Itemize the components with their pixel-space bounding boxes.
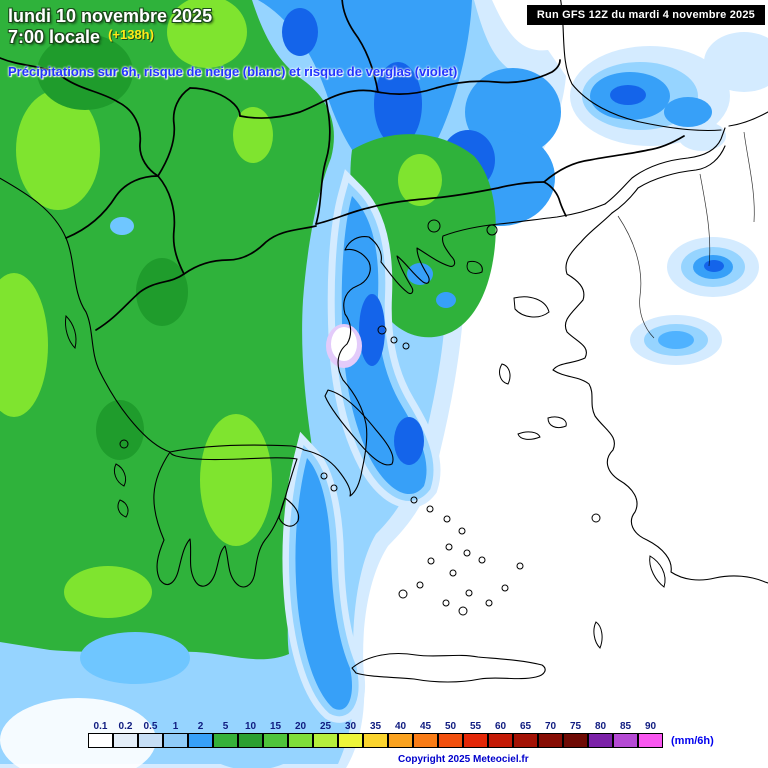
- legend-stop: 50: [437, 721, 463, 748]
- run-info: Run GFS 12Z du mardi 4 novembre 2025: [526, 5, 765, 25]
- legend-stop-color: [412, 733, 438, 748]
- islands: [65, 219, 666, 649]
- forecast-time-row: 7:00 locale (+138h): [8, 27, 457, 48]
- legend-stop-value: 70: [544, 721, 557, 732]
- legend-stop-color: [237, 733, 263, 748]
- legend-stop: 1: [162, 721, 188, 748]
- legend-stop-color: [612, 733, 638, 748]
- legend-stop-value: 10: [244, 721, 257, 732]
- legend-stop: 10: [237, 721, 263, 748]
- legend-stop: 55: [462, 721, 488, 748]
- legend-stop: 60: [487, 721, 513, 748]
- legend-stop-color: [262, 733, 288, 748]
- legend-stop-color: [637, 733, 663, 748]
- legend-stop-color: [437, 733, 463, 748]
- legend-stop-value: 45: [419, 721, 432, 732]
- legend-stop-value: 50: [444, 721, 457, 732]
- legend-stop-value: 0.2: [118, 721, 133, 732]
- legend-stop-value: 1: [172, 721, 179, 732]
- legend-stop-value: 85: [619, 721, 632, 732]
- legend-stop-value: 40: [394, 721, 407, 732]
- legend-stop-value: 5: [222, 721, 229, 732]
- rivers: [617, 131, 755, 339]
- legend-stop: 2: [187, 721, 213, 748]
- legend-scale: 0.1 0.2 0.5 1 2 5 10 15 20 25 30 35 40 45 50 55 60 65 70 75…: [88, 721, 663, 748]
- legend-stop-color: [162, 733, 188, 748]
- legend-stop: 5: [212, 721, 238, 748]
- legend-stop-color: [112, 733, 138, 748]
- forecast-date: lundi 10 novembre 2025: [8, 6, 213, 26]
- legend-stop-color: [312, 733, 338, 748]
- legend-stop-value: 65: [519, 721, 532, 732]
- legend-stop-color: [88, 733, 113, 748]
- legend-stop: 25: [312, 721, 338, 748]
- legend-unit: (mm/6h): [671, 735, 714, 747]
- legend-stop-color: [212, 733, 238, 748]
- country-borders: [0, 0, 685, 331]
- legend-stop-value: 0.5: [143, 721, 158, 732]
- legend-stop-value: 55: [469, 721, 482, 732]
- legend-stop-value: 75: [569, 721, 582, 732]
- legend-stop: 75: [562, 721, 588, 748]
- legend-stop-value: 80: [594, 721, 607, 732]
- legend-stop-value: 30: [344, 721, 357, 732]
- copyright: Copyright 2025 Meteociel.fr: [398, 754, 529, 765]
- legend-stop-color: [562, 733, 588, 748]
- legend-stop: 0.5: [137, 721, 163, 748]
- forecast-time: 7:00 locale: [8, 27, 101, 47]
- legend-stop: 45: [412, 721, 438, 748]
- legend-stop: 35: [362, 721, 388, 748]
- map-subtitle: Précipitations sur 6h, risque de neige (…: [8, 64, 458, 79]
- legend-stop-value: 90: [644, 721, 657, 732]
- legend-stop-color: [362, 733, 388, 748]
- forecast-offset: (+138h): [108, 27, 154, 42]
- legend-stop-value: 25: [319, 721, 332, 732]
- legend-stop-color: [462, 733, 488, 748]
- legend-stop-color: [487, 733, 513, 748]
- legend-stop-value: 20: [294, 721, 307, 732]
- legend-stop-color: [587, 733, 613, 748]
- legend-stop: 85: [612, 721, 638, 748]
- legend-stop: 0.2: [112, 721, 138, 748]
- legend-stop-color: [287, 733, 313, 748]
- legend-stop: 40: [387, 721, 413, 748]
- legend-stop-color: [537, 733, 563, 748]
- legend-stop: 30: [337, 721, 363, 748]
- legend-stop: 80: [587, 721, 613, 748]
- legend-stop: 20: [287, 721, 313, 748]
- legend-stop-color: [387, 733, 413, 748]
- legend-stop-value: 0.1: [93, 721, 108, 732]
- legend-stop: 65: [512, 721, 538, 748]
- legend-stop-value: 60: [494, 721, 507, 732]
- legend-stop-color: [137, 733, 163, 748]
- legend-stop-value: 15: [269, 721, 282, 732]
- legend-stop: 15: [262, 721, 288, 748]
- legend-stop-color: [187, 733, 213, 748]
- legend-stop-value: 2: [197, 721, 204, 732]
- legend-stop-color: [512, 733, 538, 748]
- legend-stop-value: 35: [369, 721, 382, 732]
- legend: 0.1 0.2 0.5 1 2 5 10 15 20 25 30 35 40 45 50 55 60 65 70 75…: [88, 721, 714, 748]
- legend-stop: 90: [637, 721, 663, 748]
- legend-stop-color: [337, 733, 363, 748]
- map-header: lundi 10 novembre 2025 7:00 locale (+138h…: [8, 6, 457, 79]
- coastlines: [0, 0, 768, 683]
- legend-stop: 0.1: [88, 721, 113, 748]
- legend-stop: 70: [537, 721, 563, 748]
